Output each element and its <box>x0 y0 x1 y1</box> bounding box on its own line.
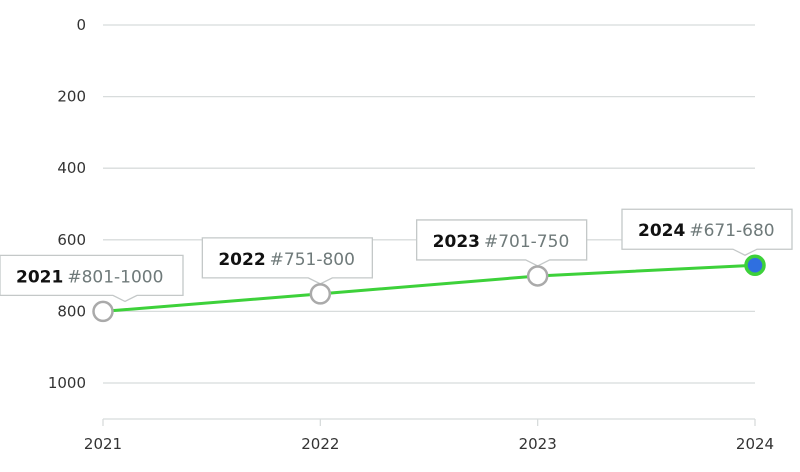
annotation-rank: #671-680 <box>689 221 774 241</box>
data-point <box>92 300 114 323</box>
annotation-rank: #751-800 <box>270 250 355 270</box>
annotation-year: 2022 <box>218 250 265 270</box>
x-tick-label: 2022 <box>301 435 339 453</box>
annotation-label: 2021 #801-1000 <box>16 267 163 287</box>
annotation-rank: #801-1000 <box>67 267 163 287</box>
annotation-label: 2023 #701-750 <box>433 232 570 252</box>
annotation-box <box>621 208 793 256</box>
y-tick-label: 800 <box>57 302 86 320</box>
x-tick-label: 2023 <box>519 435 557 453</box>
annotation-box <box>201 237 373 285</box>
data-point <box>309 283 332 305</box>
annotation-year: 2023 <box>433 232 480 252</box>
data-point <box>526 265 549 287</box>
y-tick-label: 200 <box>57 88 86 106</box>
y-tick-label: 400 <box>57 159 86 177</box>
y-tick-label: 0 <box>76 16 86 34</box>
annotation-year: 2024 <box>638 221 685 241</box>
y-tick-label: 600 <box>57 231 86 249</box>
y-tick-label: 1000 <box>48 374 86 392</box>
annotation-label: 2024 #671-680 <box>638 221 775 241</box>
annotation-label: 2022 #751-800 <box>218 250 355 270</box>
highlighted-data-point <box>744 254 766 276</box>
x-tick-label: 2024 <box>736 435 774 453</box>
x-tick-label: 2021 <box>84 435 122 453</box>
annotation-box <box>0 254 184 303</box>
series-line <box>102 263 756 313</box>
annotation-year: 2021 <box>16 267 63 287</box>
annotation-rank: #701-750 <box>484 232 569 252</box>
annotation-box <box>416 219 588 267</box>
